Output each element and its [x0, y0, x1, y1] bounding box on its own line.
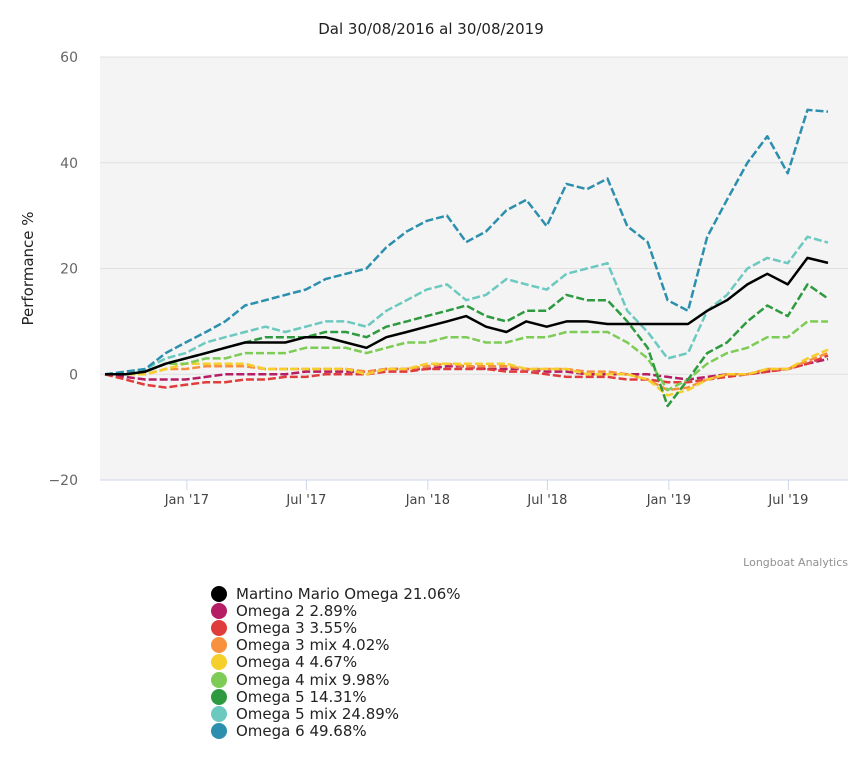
legend-marker-icon: [211, 585, 227, 602]
legend-marker-icon: [211, 723, 227, 740]
legend-marker-icon: [211, 654, 227, 671]
series-line-omega-6: [104, 108, 829, 376]
x-tick-label: Jan '19: [646, 493, 691, 508]
legend-item[interactable]: Omega 5 14.31%: [211, 687, 461, 706]
y-axis-label: Performance %: [19, 211, 37, 325]
legend-marker-icon: [211, 602, 227, 619]
legend-item[interactable]: Omega 4 mix 9.98%: [211, 670, 461, 689]
legend-label: Omega 4 mix 9.98%: [236, 670, 390, 689]
legend-marker-icon: [211, 619, 227, 636]
legend-item[interactable]: Omega 5 mix 24.89%: [211, 704, 461, 723]
legend-item[interactable]: Omega 3 mix 4.02%: [211, 636, 461, 655]
legend-label: Omega 3 mix 4.02%: [236, 636, 390, 655]
legend-marker-icon: [211, 671, 227, 688]
legend-label: Omega 4 4.67%: [236, 653, 358, 672]
chart-title: Dal 30/08/2016 al 30/08/2019: [318, 20, 543, 38]
y-tick-label: −20: [48, 473, 78, 489]
x-tick-label: Jan '17: [164, 493, 209, 508]
legend: Martino Mario Omega 21.06% Omega 2 2.89% O…: [211, 585, 461, 740]
legend-label: Omega 6 49.68%: [236, 722, 367, 741]
y-tick-label: 20: [60, 262, 78, 278]
x-tick-label: Jan '18: [405, 493, 450, 508]
legend-label: Omega 5 14.31%: [236, 687, 367, 706]
series-line-omega-4-mix: [105, 320, 829, 392]
legend-label: Martino Mario Omega 21.06%: [236, 584, 461, 603]
legend-marker-icon: [211, 688, 227, 705]
x-tick-label: Jul '18: [526, 493, 567, 508]
x-tick-label: Jul '17: [285, 493, 326, 508]
legend-label: Omega 2 2.89%: [236, 601, 358, 620]
credit-link[interactable]: Longboat Analytics: [743, 556, 848, 569]
legend-item[interactable]: Omega 3 3.55%: [211, 618, 461, 637]
series-line-martino-mario-omega: [105, 256, 829, 376]
legend-item[interactable]: Martino Mario Omega 21.06%: [211, 584, 461, 603]
performance-chart: Dal 30/08/2016 al 30/08/2019 −20 0 20 40 60 Ja…: [19, 20, 848, 508]
legend-marker-icon: [211, 705, 227, 722]
series-line-omega-4: [105, 348, 829, 397]
legend-marker-icon: [211, 637, 227, 654]
y-tick-label: 40: [60, 156, 78, 172]
x-tick-label: Jul '19: [767, 493, 808, 508]
legend-item[interactable]: Omega 6 49.68%: [211, 722, 461, 741]
legend-label: Omega 5 mix 24.89%: [236, 704, 400, 723]
y-tick-label: 0: [69, 367, 78, 383]
legend-item[interactable]: Omega 4 4.67%: [211, 653, 461, 672]
y-tick-label: 60: [60, 50, 78, 66]
legend-item[interactable]: Omega 2 2.89%: [211, 601, 461, 620]
legend-label: Omega 3 3.55%: [236, 618, 358, 637]
